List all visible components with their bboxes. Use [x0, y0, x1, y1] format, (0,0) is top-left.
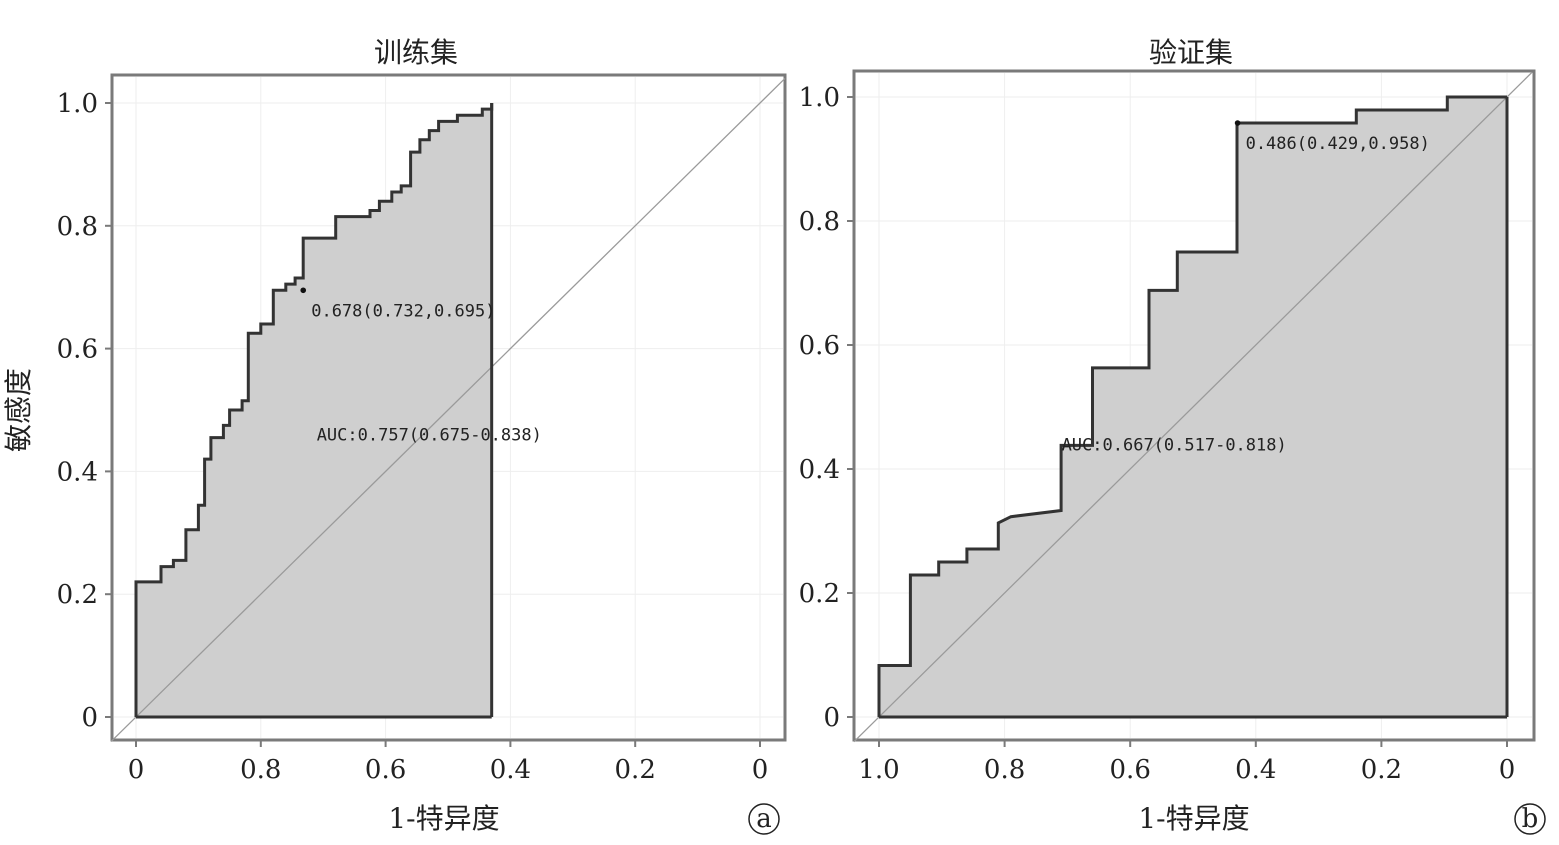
panel-letter-circle [748, 803, 780, 835]
y-tick-label: 0.4 [57, 457, 98, 487]
best-threshold-label: 0.678(0.732,0.695) [311, 301, 495, 321]
y-tick-label: 1.0 [799, 83, 840, 113]
auc-label: AUC:0.667(0.517-0.818) [1062, 435, 1287, 455]
roc-curve-line [877, 95, 1507, 717]
x-tick-label: 0.2 [1361, 755, 1402, 785]
y-tick-label: 0.8 [57, 212, 98, 242]
roc-curve-line [134, 103, 494, 717]
x-tick-label: 0.6 [1110, 755, 1151, 785]
x-tick-label: 0 [752, 755, 769, 785]
y-tick-label: 0.2 [57, 580, 98, 610]
x-tick-label: 0 [1499, 755, 1516, 785]
panel-title: 验证集 [1149, 36, 1233, 69]
panel-title: 训练集 [374, 36, 458, 69]
diagonal-reference-line [853, 71, 1533, 743]
x-axis-title: 1-特异度 [388, 802, 499, 835]
x-tick-label: 0.8 [240, 755, 281, 785]
y-tick-label: 0.6 [57, 335, 98, 365]
best-threshold-label: 0.486(0.429,0.958) [1246, 134, 1430, 154]
y-tick-label: 0.8 [799, 207, 840, 237]
x-tick-label: 0.8 [984, 755, 1025, 785]
x-tick-label: 0.2 [615, 755, 656, 785]
panel-b-validation-set: 0.486(0.429,0.958) AUC:0.667(0.517-0.818)… [799, 36, 1546, 835]
x-tick-label: 0.6 [365, 755, 406, 785]
y-tick-label: 1.0 [57, 89, 98, 119]
y-tick-label: 0.2 [799, 579, 840, 609]
best-threshold-point [1234, 120, 1241, 126]
panel-a-training-set: 0.678(0.732,0.695) AUC:0.757(0.675-0.838)… [2, 36, 787, 835]
auc-area-fill [136, 103, 492, 717]
best-threshold-point [300, 287, 307, 294]
y-tick-label: 0.6 [799, 331, 840, 361]
panel-letter: b [1522, 804, 1539, 834]
y-tick-label: 0 [81, 703, 98, 733]
panel-letter-circle [1514, 803, 1546, 835]
y-axis-title: 敏感度 [2, 368, 35, 452]
y-tick-label: 0.4 [799, 455, 840, 485]
x-tick-label: 0.4 [1235, 755, 1276, 785]
x-tick-label: 0 [128, 755, 145, 785]
diagonal-reference-line [110, 77, 786, 743]
x-tick-label: 1.0 [858, 755, 899, 785]
x-axis-title: 1-特异度 [1138, 802, 1249, 835]
y-tick-label: 0 [823, 703, 840, 733]
auc-label: AUC:0.757(0.675-0.838) [317, 426, 542, 446]
x-tick-label: 0.4 [490, 755, 531, 785]
panel-letter: a [756, 804, 772, 834]
